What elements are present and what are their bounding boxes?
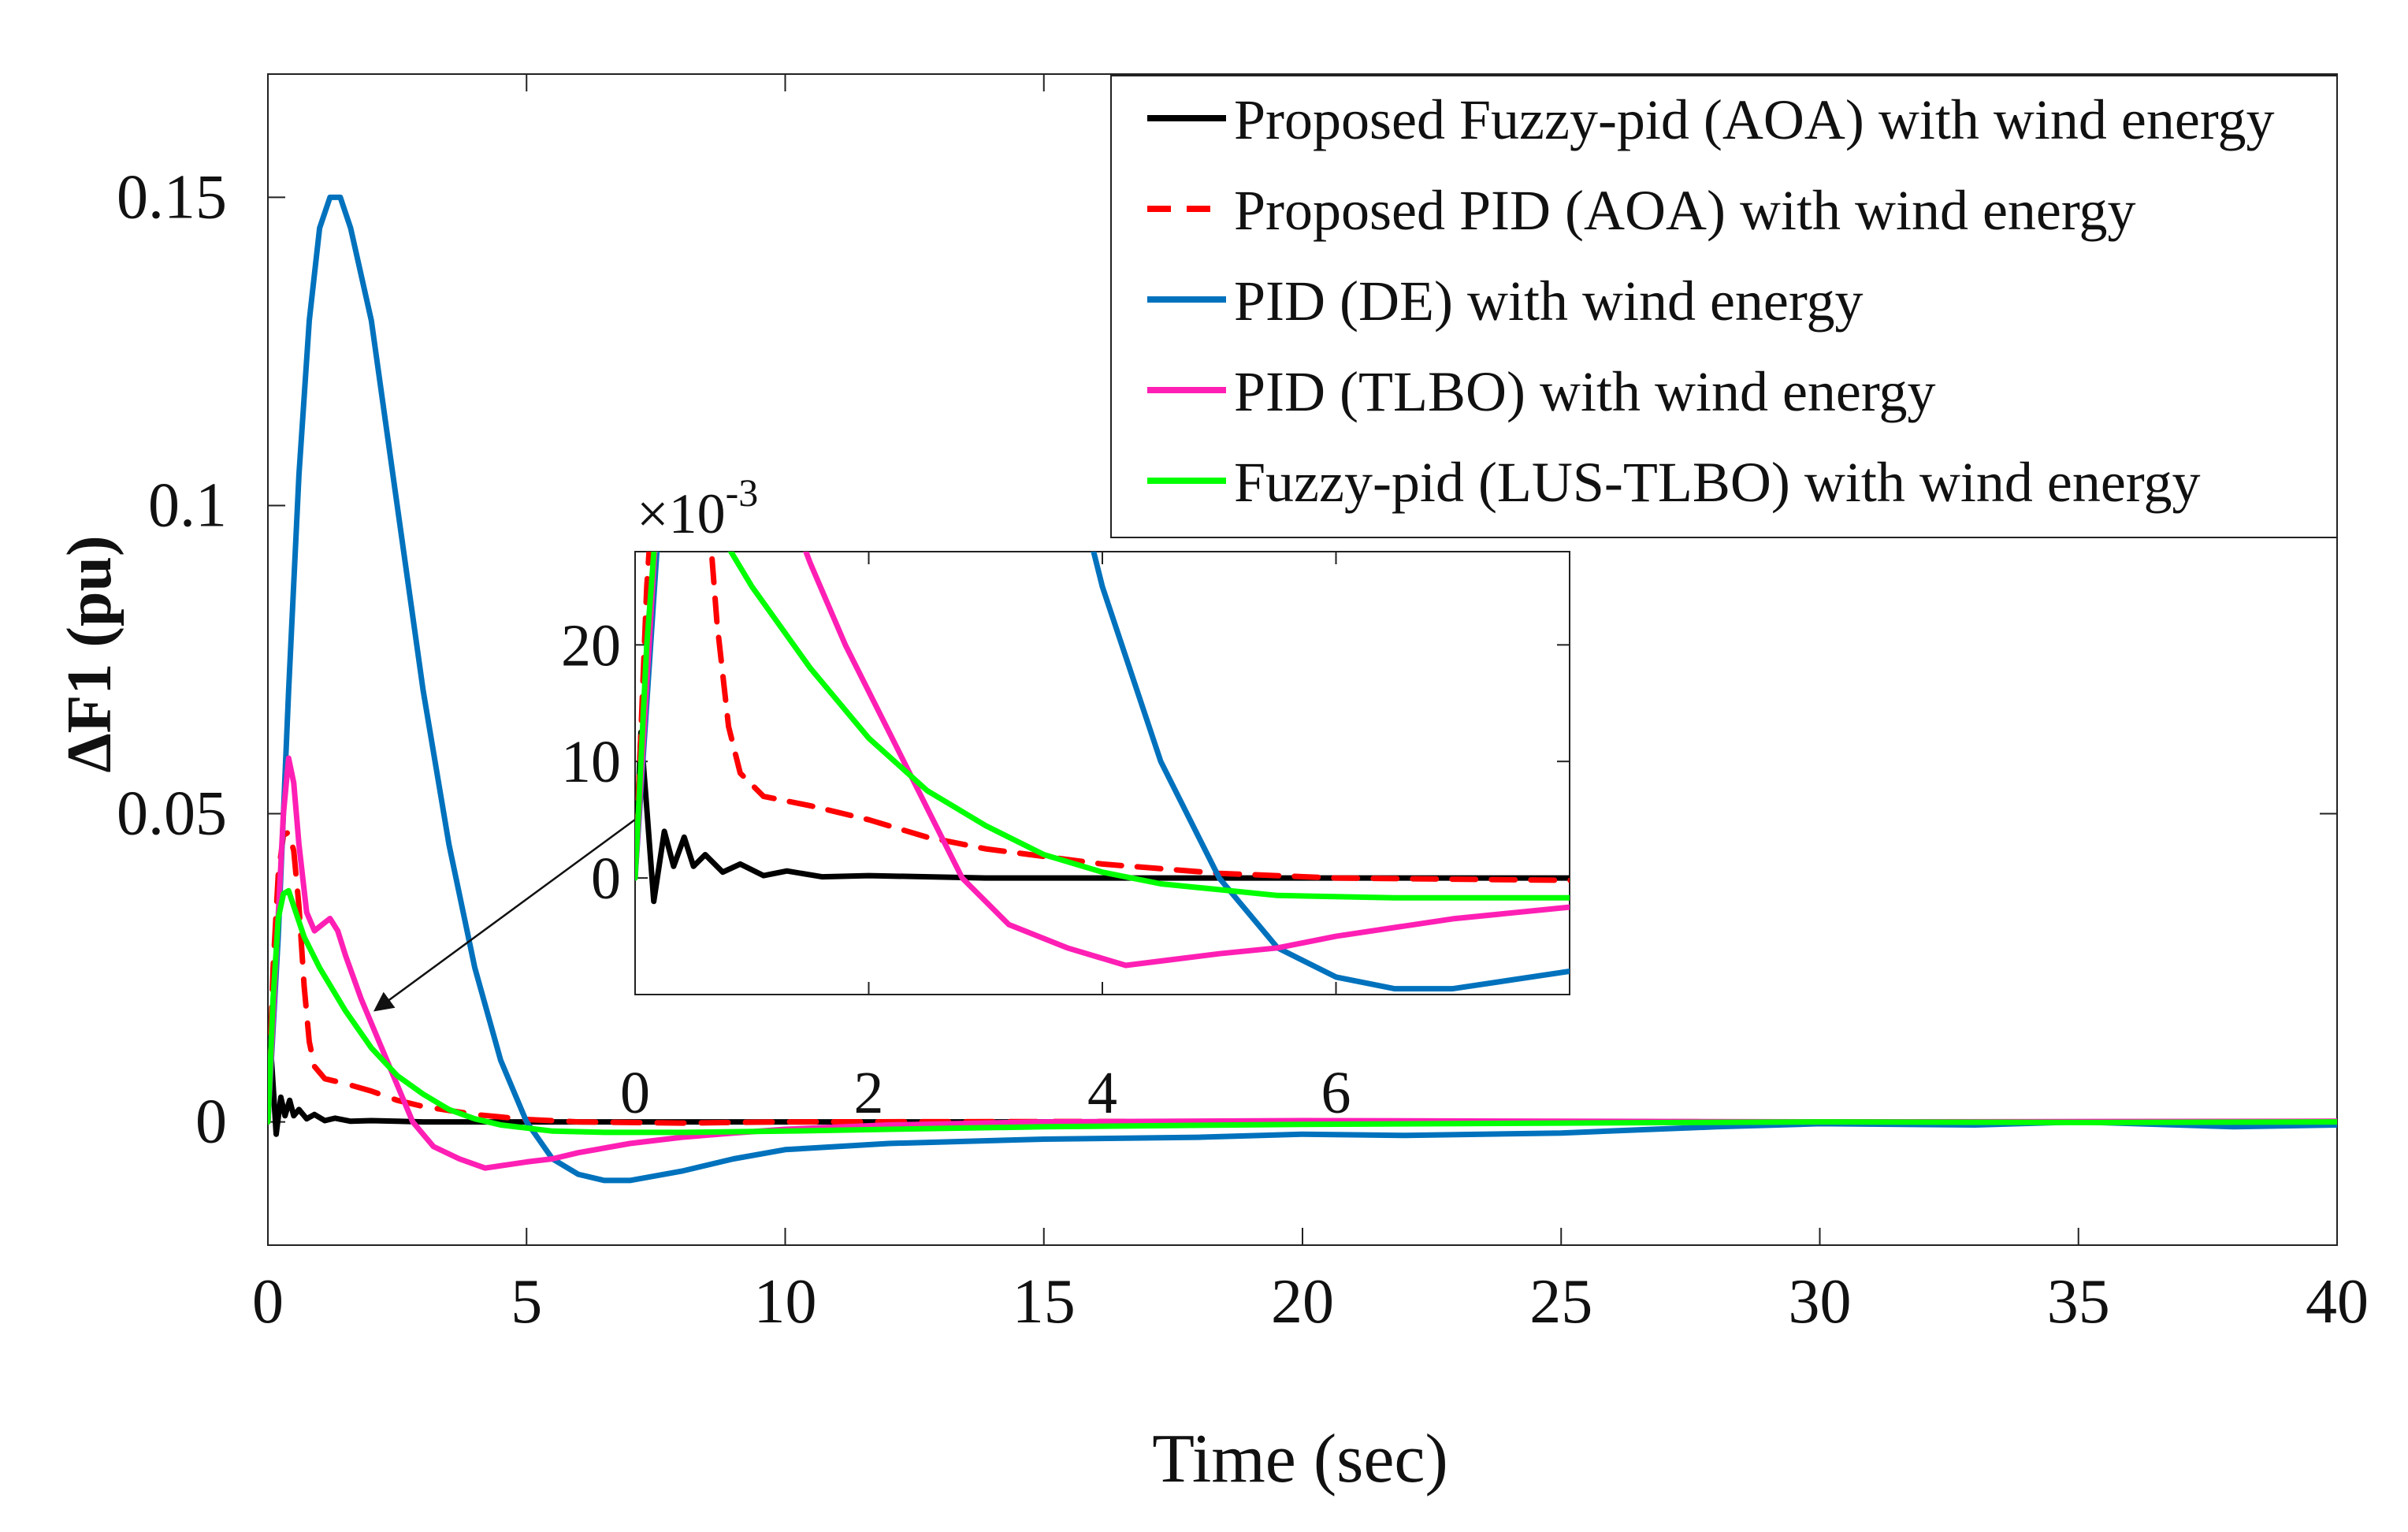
x-tick-label: 25 bbox=[1529, 1267, 1592, 1337]
inset-exponent-power: -3 bbox=[726, 470, 759, 515]
x-tick-label: 20 bbox=[1271, 1267, 1334, 1337]
legend-box bbox=[1110, 75, 2338, 538]
inset-x-tick-label: 2 bbox=[854, 1060, 884, 1126]
inset-axes: 0 2 4 6 0 10 20 ×10-3 bbox=[561, 470, 1570, 1126]
inset-x-tick-labels: 0 2 4 6 bbox=[620, 1060, 1351, 1126]
legend-item: Proposed Fuzzy-pid (AOA) with wind energ… bbox=[1147, 88, 2274, 151]
inset-x-tick-label: 6 bbox=[1321, 1060, 1351, 1126]
x-tick-label: 35 bbox=[2047, 1267, 2110, 1337]
y-tick-label: 0.1 bbox=[148, 470, 227, 540]
x-tick-label: 10 bbox=[754, 1267, 817, 1337]
inset-tick-marks bbox=[634, 552, 1570, 995]
legend-label: PID (TLBO) with wind energy bbox=[1234, 360, 1936, 423]
inset-series-line bbox=[635, 552, 1570, 883]
y-tick-label: 0.15 bbox=[117, 162, 227, 232]
series-line bbox=[268, 887, 2337, 1136]
x-tick-label: 40 bbox=[2306, 1267, 2369, 1337]
x-tick-label: 15 bbox=[1013, 1267, 1076, 1337]
series-line bbox=[268, 829, 2337, 1126]
inset-y-tick-labels: 0 10 20 bbox=[561, 612, 621, 912]
inset-series-line bbox=[635, 552, 1570, 992]
legend-label: Proposed Fuzzy-pid (AOA) with wind energ… bbox=[1234, 88, 2274, 151]
legend-items: Proposed Fuzzy-pid (AOA) with wind energ… bbox=[1147, 88, 2274, 514]
y-axis-title: ΔF1 (pu) bbox=[55, 535, 124, 772]
legend: Proposed Fuzzy-pid (AOA) with wind energ… bbox=[1110, 75, 2338, 538]
main-x-tick-labels: 0 5 10 15 20 25 30 35 40 bbox=[252, 1267, 2369, 1337]
inset-y-tick-label: 10 bbox=[561, 729, 621, 795]
x-tick-label: 0 bbox=[252, 1267, 284, 1337]
main-series-lines bbox=[268, 194, 2337, 1184]
inset-exponent-prefix: ×10 bbox=[637, 482, 726, 545]
y-tick-label: 0.05 bbox=[117, 779, 227, 849]
main-y-tick-labels: 0 0.05 0.1 0.15 bbox=[117, 162, 227, 1156]
inset-y-tick-label: 0 bbox=[591, 846, 621, 912]
legend-item: Fuzzy-pid (LUS-TLBO) with wind energy bbox=[1147, 451, 2200, 514]
inset-series-line bbox=[635, 552, 1570, 969]
x-tick-label: 30 bbox=[1789, 1267, 1852, 1337]
inset-series-line bbox=[635, 729, 1570, 905]
legend-item: PID (DE) with wind energy bbox=[1147, 270, 1864, 333]
legend-label: PID (DE) with wind energy bbox=[1234, 270, 1864, 333]
inset-x-tick-label: 0 bbox=[620, 1060, 650, 1126]
inset-exponent-label: ×10-3 bbox=[637, 470, 758, 545]
y-tick-label: 0 bbox=[195, 1088, 227, 1157]
zoom-arrow bbox=[373, 818, 636, 1012]
legend-item: Proposed PID (AOA) with wind energy bbox=[1147, 179, 2136, 242]
legend-label: Fuzzy-pid (LUS-TLBO) with wind energy bbox=[1234, 451, 2200, 514]
x-tick-label: 5 bbox=[511, 1267, 542, 1337]
main-axes: 0 5 10 15 20 25 30 35 40 00.050.10.15 bbox=[117, 73, 2369, 1337]
inset-plot-frame bbox=[634, 551, 1570, 995]
inset-y-tick-label: 20 bbox=[561, 612, 621, 679]
x-axis-title: Time (sec) bbox=[1152, 1421, 1448, 1497]
legend-item: PID (TLBO) with wind energy bbox=[1147, 360, 1936, 423]
inset-x-tick-label: 4 bbox=[1087, 1060, 1117, 1126]
series-line bbox=[268, 194, 2337, 1184]
inset-series-line bbox=[635, 552, 1570, 901]
inset-series-lines bbox=[635, 552, 1570, 992]
legend-label: Proposed PID (AOA) with wind energy bbox=[1234, 179, 2136, 242]
